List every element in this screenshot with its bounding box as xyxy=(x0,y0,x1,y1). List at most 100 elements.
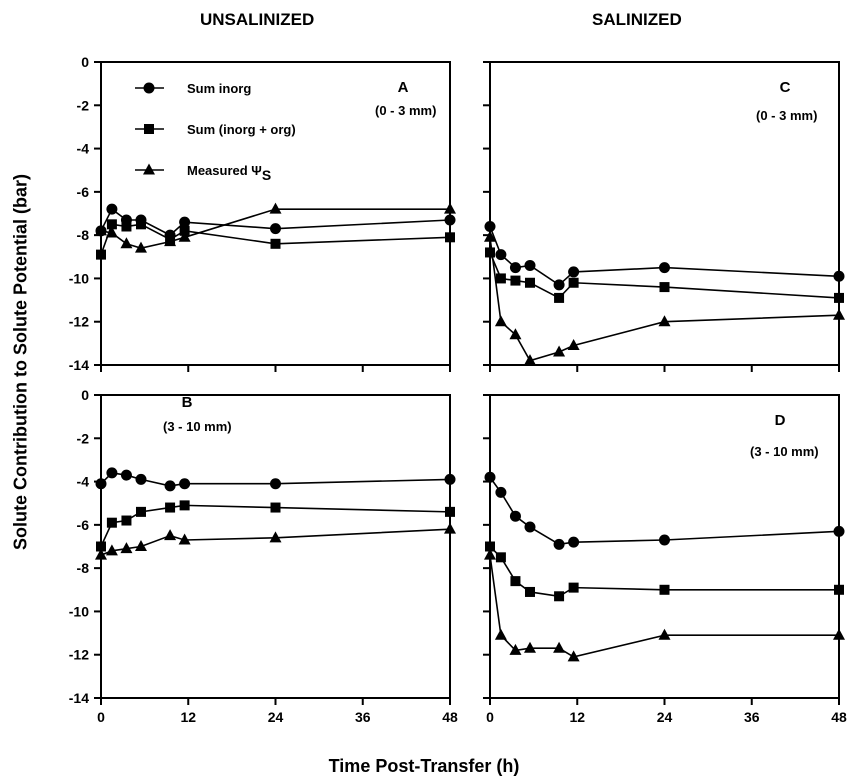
panel-b-frame xyxy=(100,394,451,699)
panel-d-point-square xyxy=(834,584,844,595)
panel-a-point-triangle xyxy=(105,226,118,238)
panel-b-point-triangle xyxy=(120,542,133,554)
panel-a-point-triangle xyxy=(269,202,282,214)
panel-d-point-triangle xyxy=(553,641,566,653)
panel-c-series-line-triangle xyxy=(489,237,840,362)
panel-d-point-circle xyxy=(509,510,521,522)
panel-d-point-circle xyxy=(568,536,580,548)
panel-c-point-triangle xyxy=(553,345,566,357)
panel-d-point-circle xyxy=(495,486,507,498)
panel-b-y-tick-label: -10 xyxy=(69,603,89,619)
panel-c-point-triangle xyxy=(523,354,536,366)
legend-label-subscript: S xyxy=(262,167,271,183)
legend-label: Sum inorg xyxy=(187,81,251,96)
panel-b-point-triangle xyxy=(164,529,177,541)
panel-a-y-tick-label: -8 xyxy=(77,227,90,243)
panel-d-point-square xyxy=(524,586,535,597)
panel-b-y-tick-label: -12 xyxy=(69,647,89,663)
panel-b-point-triangle xyxy=(134,540,147,551)
panel-b-point-square xyxy=(445,506,455,517)
panel-a-point-triangle xyxy=(178,230,191,242)
panel-a-point-square xyxy=(270,238,281,249)
panel-d-series-line-circle xyxy=(489,476,840,546)
panel-a-point-triangle xyxy=(134,241,147,253)
panel-b-y-tick-label: 0 xyxy=(81,387,89,403)
header-salinized: SALINIZED xyxy=(592,10,682,29)
panel-d-x-tick-label: 24 xyxy=(657,709,673,725)
panel-c-point-square xyxy=(834,292,844,303)
panel-a-y-tick-label: -2 xyxy=(77,97,90,113)
panel-d-point-triangle xyxy=(567,650,580,662)
panel-d-point-triangle xyxy=(658,628,671,640)
panel-a-point-square xyxy=(121,221,132,232)
legend-marker-circle xyxy=(143,82,155,94)
panel-b-point-square xyxy=(179,500,190,511)
panel-d-x-tick-label: 48 xyxy=(831,709,847,725)
panel-b-point-circle xyxy=(135,473,147,485)
panel-b-point-circle xyxy=(444,473,456,485)
legend-label: Sum (inorg + org) xyxy=(187,122,296,137)
panel-d-point-square xyxy=(510,576,521,587)
panel-d-point-triangle xyxy=(494,628,507,640)
panel-a-point-square xyxy=(96,249,106,260)
panel-b-point-circle xyxy=(164,480,176,492)
panel-a-y-tick-label: -10 xyxy=(69,270,89,286)
panel-c-point-triangle xyxy=(484,230,496,242)
header-unsalinized: UNSALINIZED xyxy=(200,10,315,29)
panel-a-point-square xyxy=(106,219,117,230)
panel-d-x-tick-label: 0 xyxy=(486,709,494,725)
legend-label: Measured ΨS xyxy=(187,163,271,183)
panel-b-x-tick-label: 36 xyxy=(355,709,371,725)
panel-c-point-circle xyxy=(509,262,521,274)
panel-b-point-circle xyxy=(179,478,191,490)
panel-a-point-circle xyxy=(444,214,456,226)
panel-c-region-label: (0 - 3 mm) xyxy=(756,108,817,123)
panel-b-point-square xyxy=(135,506,146,517)
panel-d-point-triangle xyxy=(833,628,845,640)
panel-a-y-tick-label: -12 xyxy=(69,314,89,330)
panel-a-y-tick-label: -14 xyxy=(69,357,89,373)
panel-b-point-square xyxy=(165,502,176,513)
panel-c-point-circle xyxy=(524,259,536,271)
panel-c-point-triangle xyxy=(494,315,507,327)
panel-c-point-circle xyxy=(495,249,507,261)
panel-a-y-tick-label: -4 xyxy=(77,141,90,157)
panel-c-point-square xyxy=(510,275,521,286)
panel-b-point-triangle xyxy=(105,544,118,556)
panel-b-point-triangle xyxy=(178,533,191,545)
panel-b-point-square xyxy=(106,517,117,528)
panel-c-point-triangle xyxy=(658,315,671,327)
panel-c-point-circle xyxy=(484,220,496,232)
panel-b-point-circle xyxy=(106,467,118,479)
panel-b-point-circle xyxy=(270,478,281,490)
panel-c-point-square xyxy=(485,247,495,258)
legend-marker-square xyxy=(144,124,154,134)
panel-b-point-triangle xyxy=(269,531,282,543)
panel-d-point-square xyxy=(495,552,506,563)
panel-a-point-square xyxy=(445,232,455,243)
panel-c-point-circle xyxy=(568,266,580,278)
panel-a-letter: A xyxy=(398,79,409,96)
panel-c-point-circle xyxy=(833,270,845,282)
panel-c-letter: C xyxy=(780,79,791,96)
panel-c-point-triangle xyxy=(833,308,845,320)
panel-a-region-label: (0 - 3 mm) xyxy=(375,103,436,118)
legend-marker-triangle xyxy=(143,163,155,175)
panel-c-point-square xyxy=(659,282,670,293)
panel-b-letter: B xyxy=(182,394,193,411)
panel-d-point-square xyxy=(554,591,565,602)
panel-b-point-triangle xyxy=(95,548,107,560)
panel-a-point-circle xyxy=(106,203,118,215)
panel-d-series-line-triangle xyxy=(489,555,839,658)
panel-a-point-triangle xyxy=(444,202,456,214)
panel-c-point-square xyxy=(568,277,579,288)
panel-d-point-circle xyxy=(553,538,565,550)
panel-b-x-tick-label: 0 xyxy=(97,709,105,725)
panel-a-point-triangle xyxy=(95,224,107,236)
panel-c-point-circle xyxy=(659,262,670,274)
panel-a-y-tick-label: -6 xyxy=(77,184,90,200)
panel-b-y-tick-label: -6 xyxy=(77,517,90,533)
panel-b-point-circle xyxy=(95,478,107,490)
